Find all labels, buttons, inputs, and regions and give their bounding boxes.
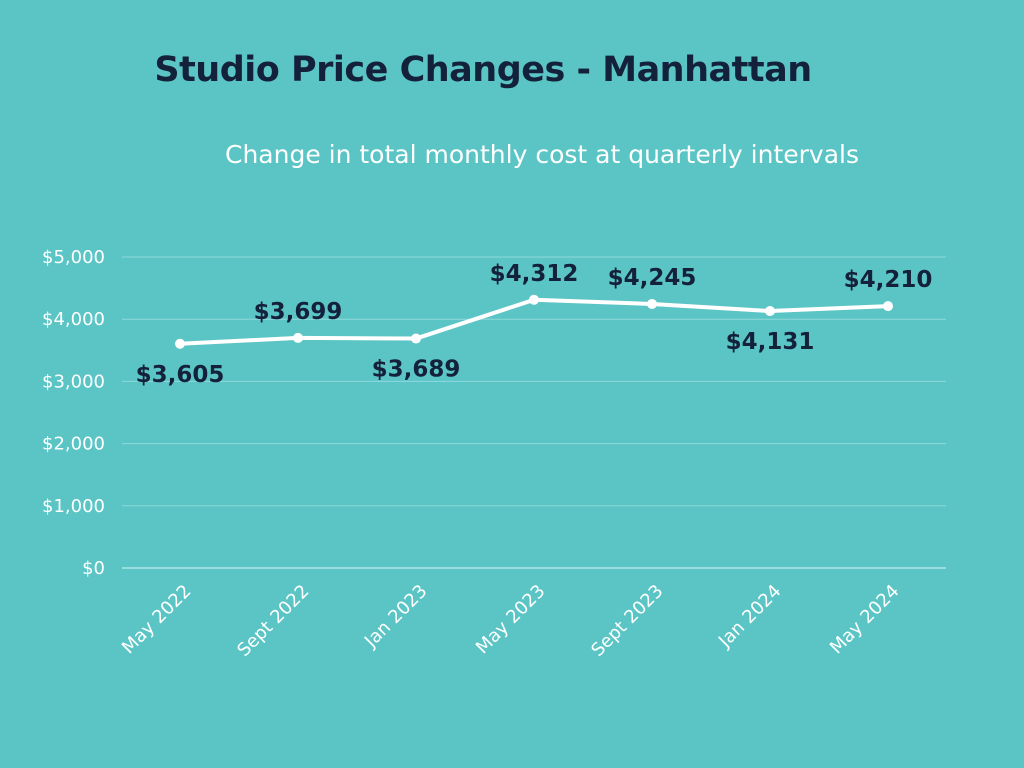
x-tick-label: Jan 2023 <box>360 581 432 653</box>
y-tick-label: $0 <box>82 558 105 579</box>
data-point <box>529 294 539 305</box>
data-label: $4,245 <box>608 265 697 291</box>
x-tick-label: May 2023 <box>472 581 550 659</box>
data-label: $4,131 <box>726 329 815 355</box>
x-tick-label: Sept 2023 <box>587 581 667 661</box>
data-point <box>411 333 421 344</box>
data-label: $3,689 <box>372 357 461 383</box>
gridlines <box>122 256 946 569</box>
data-point <box>647 298 657 309</box>
chart-subtitle: Change in total monthly cost at quarterl… <box>224 140 860 169</box>
x-tick-label: May 2022 <box>118 581 196 659</box>
data-point <box>765 306 775 317</box>
y-tick-label: $1,000 <box>42 496 105 517</box>
x-tick-label: Jan 2024 <box>714 581 786 653</box>
y-axis-tick-labels: $0 $1,000 $2,000 $3,000 $4,000 $5,000 <box>42 247 105 579</box>
y-tick-label: $3,000 <box>42 371 105 392</box>
data-point <box>293 332 303 343</box>
x-tick-label: May 2024 <box>826 581 904 659</box>
data-label: $3,605 <box>136 362 225 388</box>
data-labels: $3,605 $3,699 $3,689 $4,312 $4,245 $4,131 $4,2… <box>136 261 933 388</box>
x-axis-tick-labels: May 2022 Sept 2022 Jan 2023 May 2023 Sept 20… <box>118 581 904 661</box>
chart-title: Studio Price Changes - Manhattan <box>154 50 812 90</box>
data-point <box>883 301 893 312</box>
data-label: $4,312 <box>490 261 579 287</box>
data-label: $4,210 <box>844 267 933 293</box>
y-tick-label: $4,000 <box>42 309 105 330</box>
y-tick-label: $5,000 <box>42 247 105 268</box>
data-points <box>175 294 893 349</box>
data-label: $3,699 <box>254 299 343 325</box>
y-tick-label: $2,000 <box>42 434 105 455</box>
x-tick-label: Sept 2022 <box>233 581 313 661</box>
data-point <box>175 338 185 349</box>
